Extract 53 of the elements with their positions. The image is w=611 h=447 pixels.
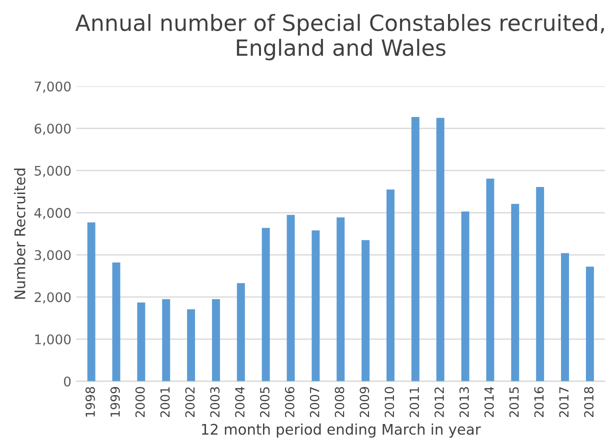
x-tick-label: 1998: [86, 387, 95, 417]
bar: [511, 204, 520, 382]
x-tick-label: 2011: [410, 387, 420, 418]
x-tick-label: 2005: [260, 387, 270, 418]
x-tick-label: 2008: [334, 387, 344, 418]
x-tick-label: 2018: [584, 387, 594, 418]
bar: [236, 283, 245, 382]
y-tick-label: 6,000: [34, 124, 71, 135]
x-tick-label: 2009: [360, 387, 370, 418]
y-tick-label: 3,000: [34, 250, 71, 262]
x-tick-label: 2004: [235, 386, 245, 418]
y-tick-label: 0: [64, 376, 71, 386]
x-tick-label: 2014: [484, 386, 494, 418]
x-tick-label: 2006: [284, 386, 294, 418]
bar: [112, 262, 120, 382]
x-tick-label: 2015: [509, 387, 519, 418]
bar: [461, 211, 470, 382]
y-tick-label: 2,000: [34, 292, 71, 304]
bar: [87, 222, 96, 382]
bar: [561, 253, 569, 382]
bar: [336, 217, 345, 382]
bar: [212, 299, 220, 382]
bar: [386, 190, 394, 382]
bar: [162, 299, 170, 382]
x-tick-label: 2003: [210, 387, 220, 418]
x-tick-label: 2001: [160, 387, 170, 418]
bar: [262, 228, 270, 382]
bar: [536, 187, 544, 382]
bar: [411, 117, 420, 382]
x-tick-label: 2013: [459, 387, 469, 418]
x-tick-label: 2007: [310, 387, 320, 418]
bar: [286, 214, 295, 382]
bar: [312, 230, 320, 382]
bar: [436, 118, 444, 382]
x-tick-label: 2010: [384, 386, 394, 418]
y-tick-label: 7,000: [34, 81, 71, 93]
bar: [586, 266, 594, 382]
y-tick-label: 5,000: [34, 166, 71, 178]
x-tick-label: 2002: [185, 387, 195, 418]
bar: [187, 309, 196, 382]
y-tick-label: 4,000: [34, 208, 71, 220]
x-tick-label: 2017: [559, 387, 569, 418]
bar: [486, 178, 494, 382]
y-tick-label: 1,000: [35, 334, 71, 346]
chart-title: Annual number of Special Constables recruited, England and Wales: [75, 14, 604, 60]
x-tick-label: 2000: [135, 386, 145, 418]
x-tick-label: 1999: [110, 387, 120, 417]
bar: [362, 240, 370, 382]
y-axis-title: Number Recruited: [14, 168, 26, 299]
x-tick-label: 2012: [434, 387, 444, 418]
x-tick-label: 2016: [534, 386, 544, 418]
bar: [137, 302, 146, 382]
x-axis-title: 12 month period ending March in year: [202, 424, 481, 438]
